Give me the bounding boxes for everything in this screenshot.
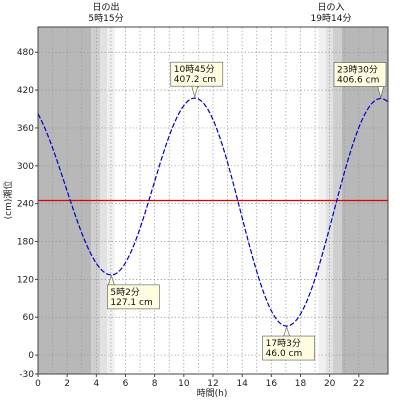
x-axis-title: 時間(h) [197,388,228,399]
y-axis-title: (cm)潮位 [2,181,14,220]
extreme-time: 5時2分 [110,287,139,298]
y-tick-label: 300 [17,162,34,172]
sun-labels: 日の出 5時15分 日の入 19時14分 [88,1,351,24]
y-tick-label: 240 [17,200,34,210]
x-tick-label: 8 [152,379,158,389]
y-axis-ticks: -30 0 60 120 180 240 300 360 420 480 [17,48,38,380]
callout-box [262,335,315,361]
x-tick-label: 2 [64,379,70,389]
x-tick-label: 6 [123,379,129,389]
x-tick-label: 4 [93,379,99,389]
y-tick-label: 0 [28,351,34,361]
x-tick-label: 16 [266,379,278,389]
y-tick-label: -30 [19,370,34,380]
y-tick-label: 120 [17,275,34,285]
callout-box [333,62,387,87]
sunset-title: 日の入 [317,2,344,13]
callout-box [107,284,160,310]
extreme-time: 23時30分 [337,65,378,76]
y-tick-label: 60 [23,313,35,323]
x-tick-label: 18 [295,379,307,389]
x-tick-label: 12 [207,379,218,389]
x-tick-label: 0 [35,379,41,389]
tide-series-line [37,97,389,327]
x-tick-label: 20 [324,379,336,389]
extreme-time: 10時45分 [174,64,215,75]
callout-pointer [191,85,199,99]
y-tick-label: 360 [17,124,34,134]
extreme-level: 46.0 cm [266,349,303,359]
x-tick-label: 10 [178,379,190,389]
sunrise-title: 日の出 [92,1,119,13]
extreme-level: 127.1 cm [110,298,152,308]
extreme-level: 406.6 cm [337,76,379,86]
x-axis-ticks: 0 2 4 6 8 10 12 14 16 18 20 22 [35,374,365,389]
y-tick-label: 420 [17,86,34,96]
y-tick-label: 480 [17,48,34,58]
sunset-time: 19時14分 [311,13,352,24]
x-tick-label: 14 [236,379,248,389]
callout-box [170,61,224,87]
extreme-level: 407.2 cm [174,75,216,85]
callout-pointer [283,326,291,337]
x-tick-label: 22 [353,379,364,389]
extreme-time: 17時3分 [266,338,301,349]
y-tick-label: 180 [17,238,34,248]
grid-lines [38,27,388,374]
sunrise-time: 5時15分 [88,13,123,24]
